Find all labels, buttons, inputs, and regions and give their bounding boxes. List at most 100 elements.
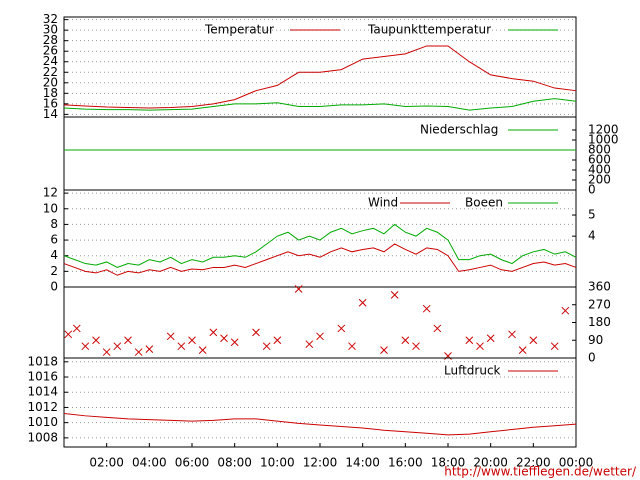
y2-tick-label: 600 bbox=[588, 153, 611, 167]
y2-tick-label: 360 bbox=[588, 280, 611, 294]
y-tick-label: 24 bbox=[43, 54, 58, 68]
direction-mark bbox=[145, 345, 154, 353]
y-tick-label: 1008 bbox=[27, 430, 58, 444]
direction-mark bbox=[220, 334, 228, 343]
series-line bbox=[63, 243, 577, 276]
y-tick-label: 1018 bbox=[27, 354, 58, 368]
x-tick-label: 08:00 bbox=[217, 456, 252, 470]
y-tick-label: 10 bbox=[43, 201, 58, 215]
y-tick-label: 4 bbox=[50, 248, 58, 262]
y2-tick-label: 200 bbox=[588, 173, 611, 187]
direction-mark bbox=[294, 285, 303, 293]
series-line bbox=[63, 45, 577, 109]
direction-mark bbox=[64, 330, 73, 339]
legend-label: Boeen bbox=[465, 196, 503, 210]
credit: http://www.tiefflegen.de/wetter/ bbox=[444, 465, 637, 479]
direction-mark bbox=[401, 336, 410, 345]
direction-mark bbox=[177, 342, 186, 351]
direction-mark bbox=[262, 342, 271, 351]
y-tick-label: 18 bbox=[43, 86, 58, 100]
direction-mark bbox=[486, 334, 495, 343]
y-tick-label: 30 bbox=[43, 23, 58, 37]
y2-tick-label: 0 bbox=[588, 183, 596, 197]
x-tick-label: 14:00 bbox=[345, 456, 380, 470]
y2-tick-label: 270 bbox=[588, 297, 611, 311]
direction-mark bbox=[422, 304, 431, 313]
direction-mark bbox=[113, 342, 122, 351]
x-tick-label: 22:00 bbox=[516, 456, 551, 470]
y2-tick-label: 1200 bbox=[588, 123, 619, 137]
series-line bbox=[63, 98, 577, 111]
direction-mark bbox=[529, 336, 538, 345]
y2-tick-label: 0 bbox=[588, 351, 596, 365]
y2-tick-label: 800 bbox=[588, 143, 611, 157]
x-tick-label: 16:00 bbox=[388, 456, 423, 470]
direction-mark bbox=[380, 346, 388, 354]
panel-frame bbox=[63, 16, 577, 118]
y-tick-label: 1012 bbox=[27, 400, 58, 414]
direction-mark bbox=[273, 336, 282, 345]
x-tick-label: 06:00 bbox=[175, 456, 210, 470]
y-tick-label: 14 bbox=[43, 107, 58, 121]
panel-frame bbox=[63, 286, 577, 359]
direction-mark bbox=[305, 340, 314, 349]
y2-tick-label: 400 bbox=[588, 163, 611, 177]
direction-mark bbox=[166, 332, 175, 341]
y2-tick-label: 180 bbox=[588, 315, 611, 329]
y-tick-label: 16 bbox=[43, 96, 58, 110]
direction-mark bbox=[348, 342, 356, 351]
y-tick-label: 32 bbox=[43, 12, 58, 26]
y2-tick-label: 4 bbox=[588, 229, 596, 243]
direction-mark bbox=[92, 336, 100, 345]
direction-mark bbox=[124, 336, 132, 345]
direction-mark bbox=[134, 348, 143, 356]
direction-mark bbox=[252, 328, 260, 337]
direction-mark bbox=[390, 291, 399, 299]
direction-mark bbox=[230, 338, 239, 347]
direction-mark bbox=[508, 330, 516, 339]
x-tick-label: 20:00 bbox=[473, 456, 508, 470]
direction-mark bbox=[433, 324, 442, 333]
direction-mark bbox=[316, 332, 324, 341]
x-tick-label: 00:00 bbox=[559, 456, 594, 470]
legend-label: Niederschlag bbox=[420, 123, 498, 137]
y-tick-label: 1010 bbox=[27, 415, 58, 429]
panel-frame bbox=[63, 116, 577, 191]
y2-tick-label: 5 bbox=[588, 208, 596, 222]
y2-tick-label: 1000 bbox=[588, 133, 619, 147]
direction-mark bbox=[337, 324, 346, 333]
legend-label: Wind bbox=[368, 196, 398, 210]
direction-mark bbox=[188, 336, 196, 345]
y-tick-label: 2 bbox=[50, 264, 58, 278]
direction-mark bbox=[358, 298, 367, 307]
series-line bbox=[63, 223, 577, 268]
y-tick-label: 20 bbox=[43, 75, 58, 89]
y-tick-label: 0 bbox=[50, 280, 58, 294]
direction-mark bbox=[198, 346, 207, 354]
x-tick-label: 12:00 bbox=[303, 456, 338, 470]
direction-mark bbox=[81, 342, 90, 351]
y2-tick-label: 90 bbox=[588, 333, 603, 347]
x-tick-label: 18:00 bbox=[431, 456, 466, 470]
y-tick-label: 26 bbox=[43, 44, 58, 58]
y-tick-label: 12 bbox=[43, 186, 58, 200]
direction-mark bbox=[209, 328, 218, 337]
direction-mark bbox=[72, 324, 81, 333]
y-tick-label: 8 bbox=[50, 217, 58, 231]
series-line bbox=[63, 413, 577, 436]
x-tick-label: 04:00 bbox=[132, 456, 167, 470]
x-tick-label: 10:00 bbox=[260, 456, 295, 470]
legend-label: Taupunkttemperatur bbox=[367, 23, 491, 37]
y-tick-label: 1014 bbox=[27, 385, 58, 399]
direction-mark bbox=[518, 346, 527, 354]
direction-mark bbox=[465, 336, 474, 345]
direction-mark bbox=[476, 342, 484, 351]
direction-mark bbox=[550, 342, 559, 351]
direction-mark bbox=[412, 342, 420, 351]
x-tick-label: 02:00 bbox=[89, 456, 124, 470]
legend-label: Luftdruck bbox=[444, 364, 501, 378]
y-tick-label: 1016 bbox=[27, 370, 58, 384]
y-tick-label: 28 bbox=[43, 33, 58, 47]
y-tick-label: 22 bbox=[43, 65, 58, 79]
